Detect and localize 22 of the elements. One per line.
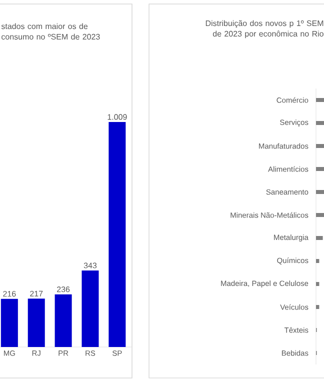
bar — [316, 167, 324, 172]
data-label: 217 — [30, 290, 43, 296]
bar — [82, 270, 99, 347]
bar — [316, 144, 324, 148]
data-label: 1.009 — [108, 114, 127, 120]
bar — [316, 305, 320, 310]
bar — [28, 298, 45, 347]
bar — [54, 294, 72, 347]
bar — [108, 122, 126, 347]
data-label: 216 — [3, 290, 16, 297]
chart-title: stados com maior os de consumo no ºSEM de 2023 — [1, 23, 100, 40]
chart-title: Distribuição dos novos p 1º SEM de 2023 por econômica no Rio — [206, 20, 324, 38]
bar — [316, 213, 324, 218]
data-label: 236 — [57, 286, 70, 292]
bar — [0, 298, 18, 347]
bar — [316, 259, 320, 264]
bar — [316, 282, 320, 286]
bar — [316, 98, 324, 102]
data-label: 343 — [84, 262, 97, 268]
bar — [316, 190, 324, 194]
bar — [316, 236, 323, 240]
bar — [316, 121, 324, 125]
